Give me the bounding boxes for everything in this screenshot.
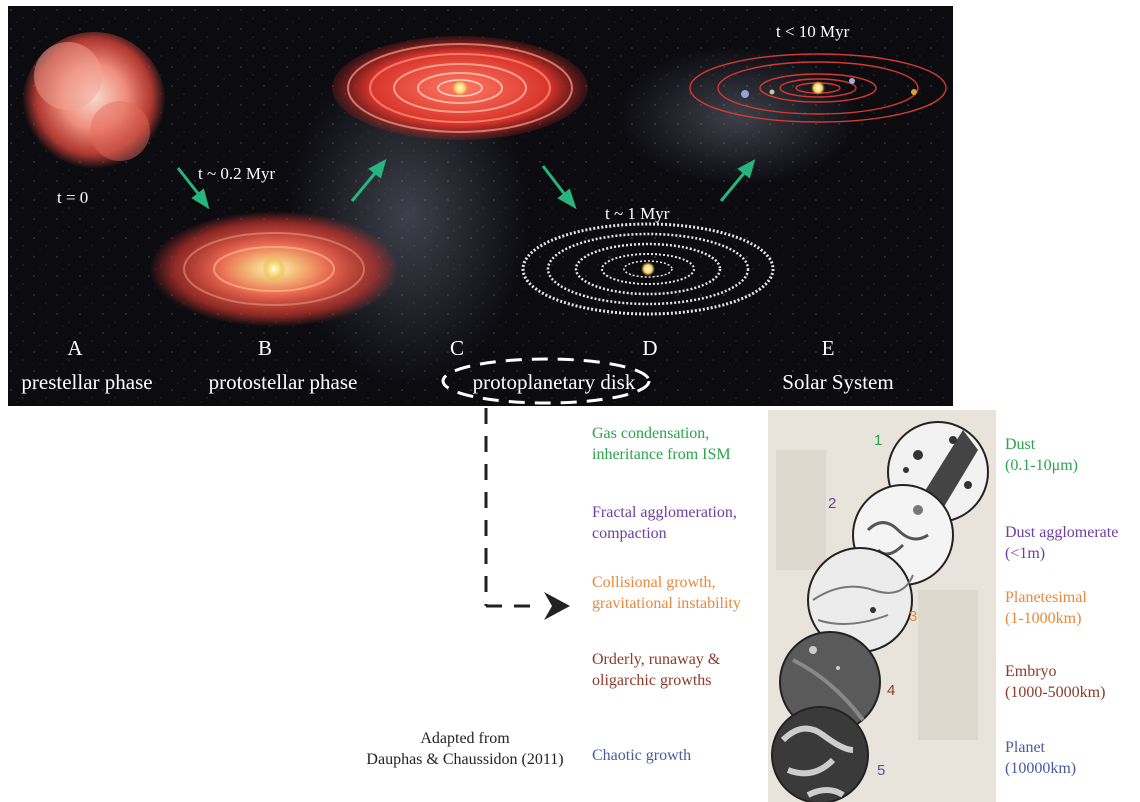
time-label-d: t ~ 1 Myr <box>605 204 670 223</box>
phase-name-e: Solar System <box>782 370 894 394</box>
source-credit: Adapted from Dauphas & Chaussidon (2011) <box>366 730 564 768</box>
transition-arrows <box>176 158 756 210</box>
result-label-3: Planetesimal (1-1000km) <box>1005 589 1087 627</box>
phase-letter-d: D <box>642 336 658 360</box>
stage-number-3: 3 <box>909 608 918 625</box>
phase-letter-a: A <box>67 336 83 360</box>
phase-name-b: protostellar phase <box>208 370 358 394</box>
time-label-b: t ~ 0.2 Myr <box>198 164 276 183</box>
phase-name-a: prestellar phase <box>21 370 153 394</box>
prestellar-cloud <box>22 32 166 176</box>
result-label-2: Dust agglomerate (<1m) <box>1005 524 1119 562</box>
result-label-4: Embryo (1000-5000km) <box>1005 663 1106 701</box>
stage-number-5: 5 <box>877 762 886 779</box>
stage-number-2: 2 <box>828 495 837 512</box>
solar-system-orbits <box>689 53 947 123</box>
time-label-a: t = 0 <box>57 188 89 207</box>
process-label-1: Gas condensation, inheritance from ISM <box>592 425 731 463</box>
planet-circle <box>771 706 869 802</box>
process-label-4: Orderly, runaway & oligarchic growths <box>592 651 721 689</box>
process-label-5: Chaotic growth <box>592 747 692 764</box>
protostellar-disk <box>149 211 399 327</box>
phase-name-c: protoplanetary disk <box>472 370 636 394</box>
debris-disk <box>521 222 775 316</box>
result-label-5: Planet (10000km) <box>1005 739 1077 777</box>
stage-number-1: 1 <box>874 432 883 449</box>
process-label-2: Fractal agglomeration, compaction <box>592 504 737 542</box>
formation-sequence-illustration <box>8 6 953 406</box>
arrowhead-icon <box>544 592 570 620</box>
time-label-e: t < 10 Myr <box>776 22 850 41</box>
protoplanetary-disk <box>332 36 588 140</box>
growth-stage-panel <box>768 410 996 802</box>
process-label-3: Collisional growth, gravitational instab… <box>592 574 741 612</box>
phase-letter-c: C <box>449 336 465 360</box>
result-label-1: Dust (0.1-10μm) <box>1005 436 1079 474</box>
stage-number-4: 4 <box>887 682 896 699</box>
phase-letter-e: E <box>821 336 835 360</box>
phase-letter-b: B <box>257 336 273 360</box>
